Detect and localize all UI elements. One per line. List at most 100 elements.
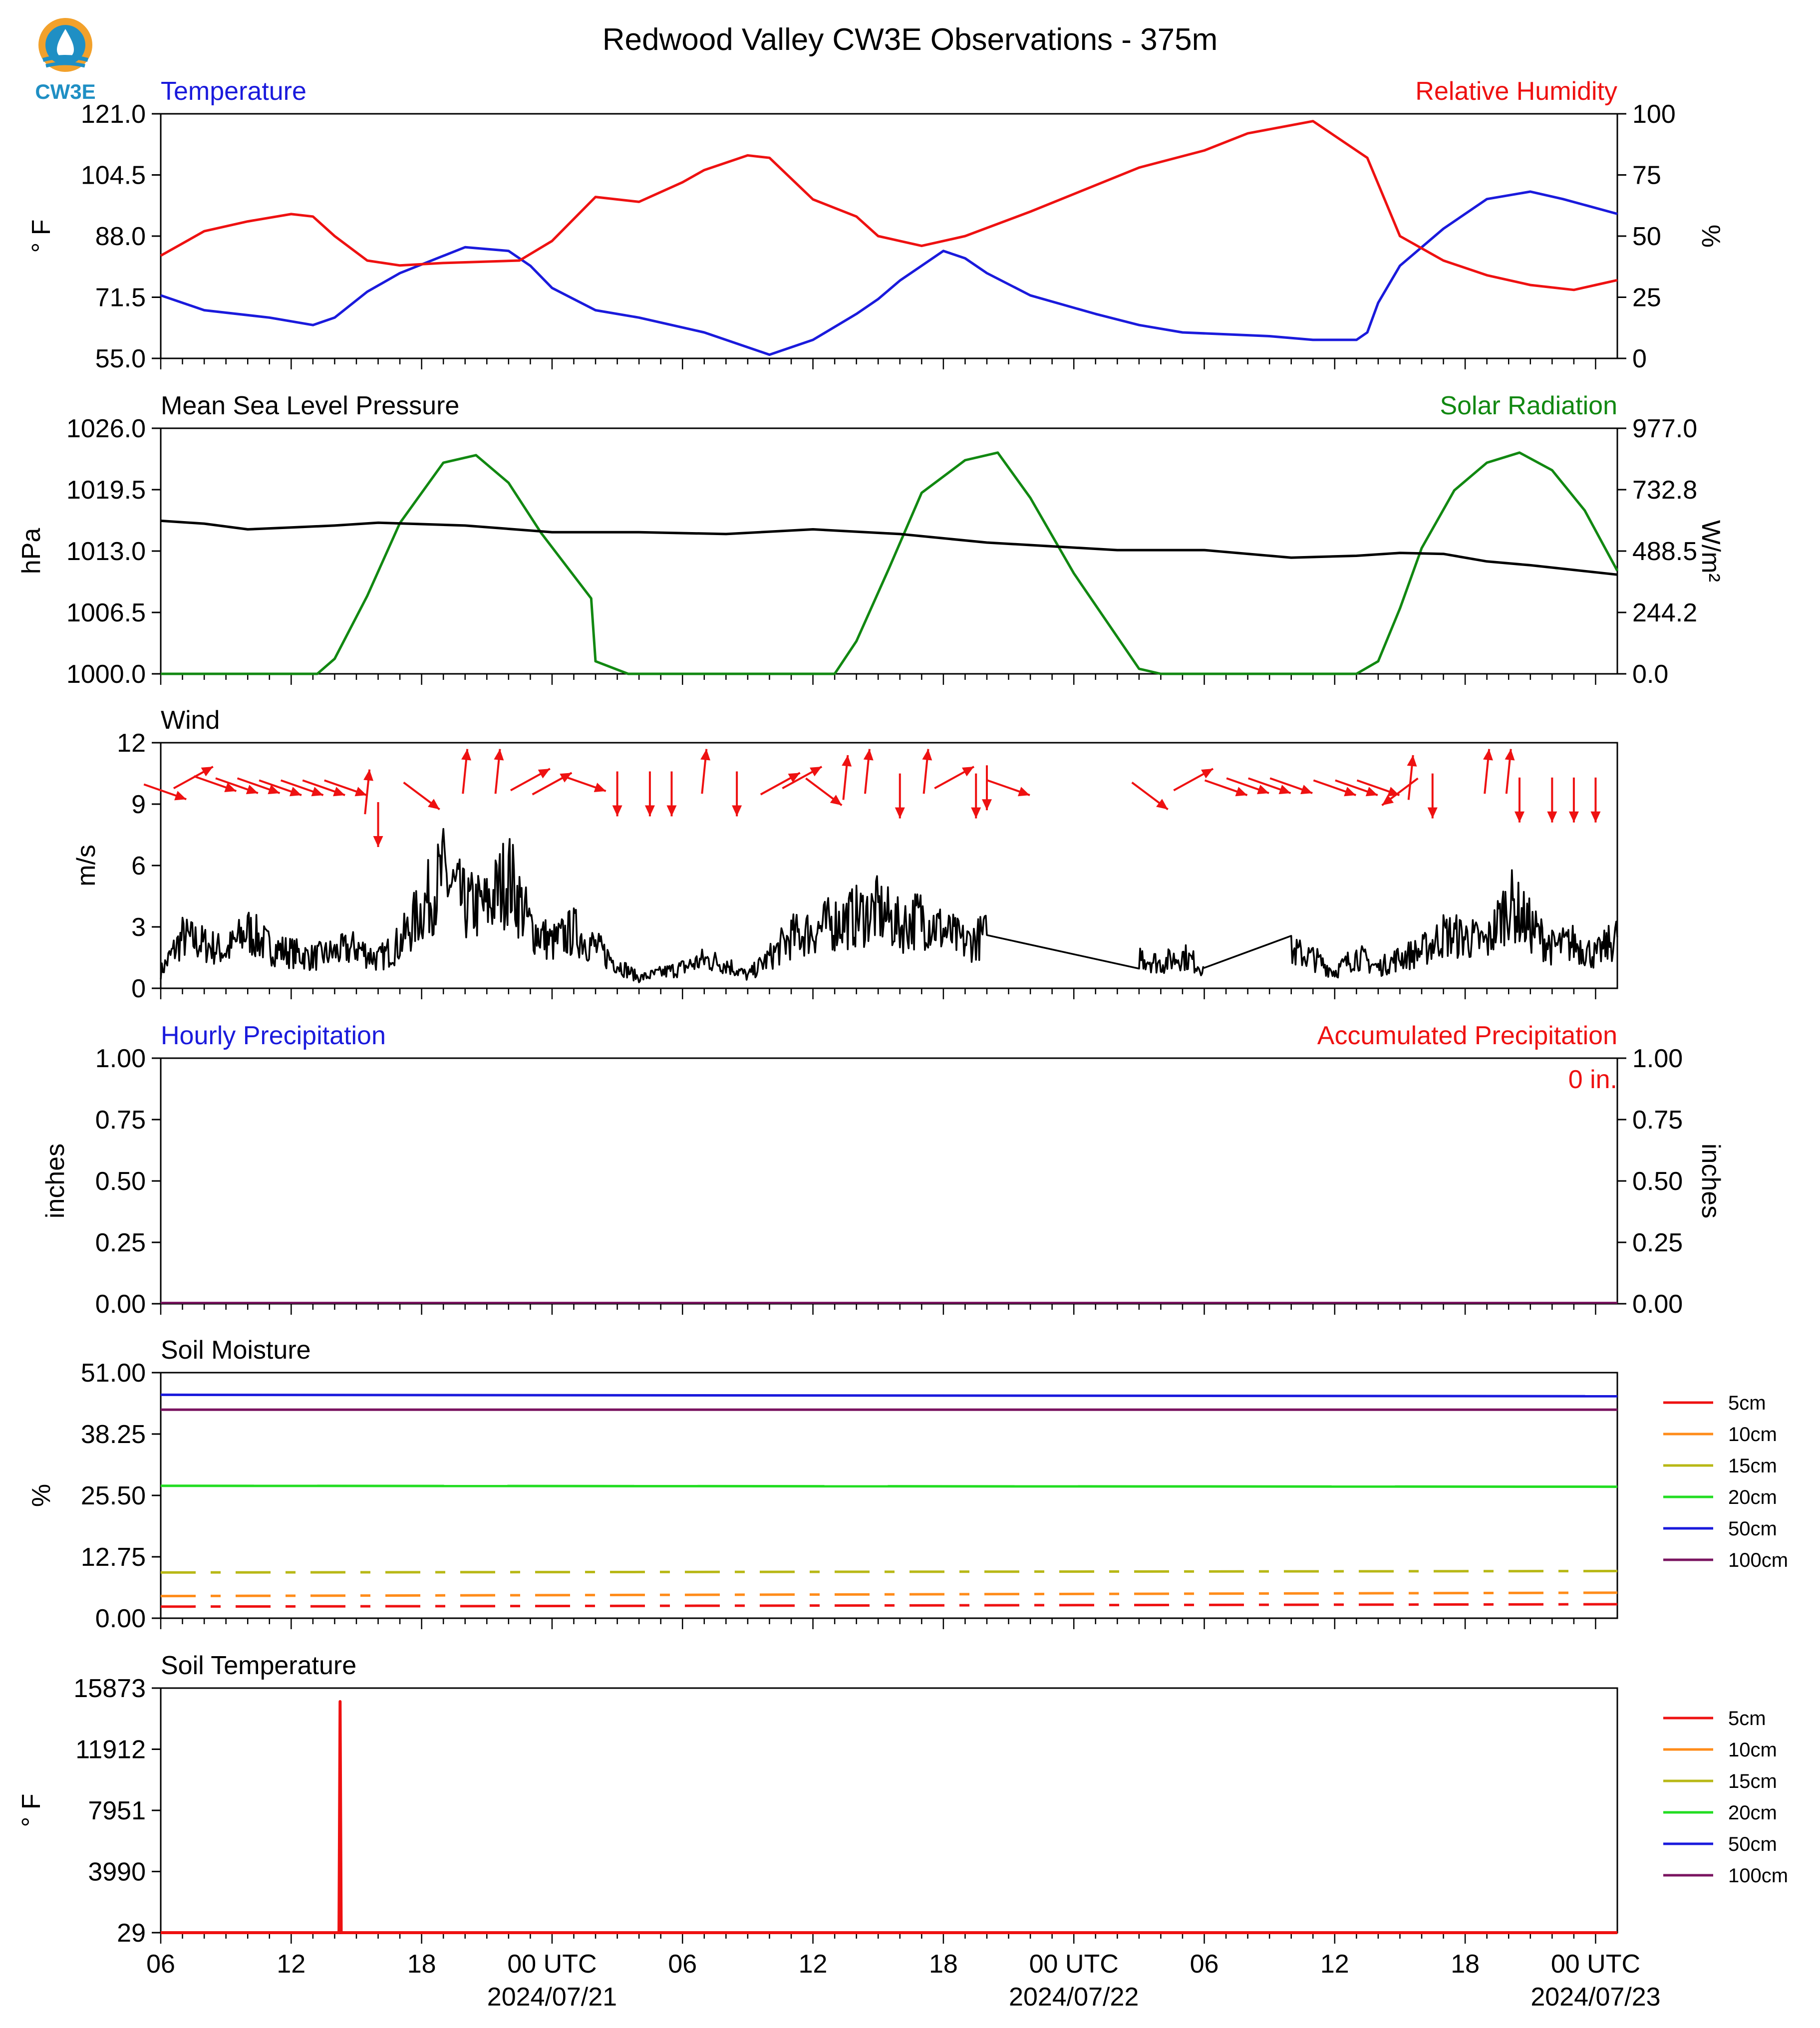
y-tick-label-left: 9	[131, 790, 146, 819]
legend-label: 100cm	[1728, 1865, 1788, 1887]
y-tick-label-left: 1019.5	[66, 476, 146, 505]
x-date-label: 2024/07/23	[1530, 1983, 1660, 2012]
y-tick-label-left: 0.00	[95, 1290, 146, 1319]
x-tick-label: 12	[799, 1950, 828, 1979]
y-tick-label-left: 25.50	[81, 1481, 146, 1510]
y-tick-label-left: 55.0	[95, 344, 146, 373]
y-tick-label-left: 1013.0	[66, 537, 146, 566]
panel-title-left: Mean Sea Level Pressure	[161, 391, 459, 420]
y-axis-label-left: %	[27, 1484, 56, 1507]
x-tick-label: 00 UTC	[1551, 1950, 1640, 1979]
y-axis-label-right: inches	[1696, 1144, 1725, 1218]
wind-speed-line	[160, 828, 1618, 983]
y-tick-label-left: 15873	[73, 1674, 146, 1703]
x-tick-label: 06	[1190, 1950, 1219, 1979]
cw3e-logo: CW3E	[28, 14, 103, 104]
temperature-line	[160, 190, 1618, 356]
x-tick-label: 06	[146, 1950, 175, 1979]
panel-title-left: Soil Temperature	[161, 1651, 356, 1680]
solar-radiation-line	[161, 451, 1619, 675]
panel-frame	[160, 1057, 1618, 1305]
y-axis-label-right: W/m²	[1696, 520, 1725, 582]
x-tick-label: 18	[1451, 1950, 1480, 1979]
chart-panels: Temperature Relative Humidity 55.0 71.5 88.0…	[17, 77, 1788, 2012]
y-tick-label-left: 88.0	[95, 222, 146, 251]
panel-title-left: Hourly Precipitation	[161, 1021, 386, 1050]
y-tick-label-right: 488.5	[1632, 537, 1697, 566]
y-tick-label-left: 0.50	[95, 1167, 146, 1196]
soil-moisture-line-10cm	[160, 1591, 1618, 1598]
legend-soil_moisture: 5cm 10cm 15cm 20cm 50cm 100cm	[1663, 1392, 1788, 1571]
legend-soil_temp: 5cm 10cm 15cm 20cm 50cm 100cm	[1663, 1708, 1788, 1887]
accumulated-precip-annotation: 0 in.	[1568, 1065, 1617, 1094]
soil-moisture-line-20cm	[160, 1484, 1618, 1488]
soil-moisture-line-50cm	[160, 1393, 1618, 1398]
panel-frame	[160, 1687, 1618, 1934]
panel-title-right: Accumulated Precipitation	[1317, 1021, 1617, 1050]
y-tick-label-left: 12	[117, 729, 146, 758]
x-tick-label: 18	[407, 1950, 436, 1979]
y-tick-label-left: 0.00	[95, 1604, 146, 1633]
logo-drop-icon	[57, 29, 74, 58]
logo-text: CW3E	[35, 80, 95, 103]
y-tick-label-right: 977.0	[1632, 414, 1697, 443]
y-axis-label-left: inches	[41, 1144, 70, 1218]
y-tick-label-right: 0.0	[1632, 660, 1668, 689]
panel-frame	[160, 427, 1618, 675]
y-tick-label-left: 12.75	[81, 1543, 146, 1572]
y-tick-label-left: 1026.0	[66, 414, 146, 443]
y-tick-label-left: 3	[131, 913, 146, 942]
y-tick-label-left: 1.00	[95, 1044, 146, 1073]
x-axis-labels: 06 12 18 00 UTC 06 12 18 00 UTC 06 12 18 00 UTC 2024…	[146, 1950, 1661, 2012]
legend-label: 5cm	[1728, 1708, 1766, 1730]
y-tick-label-left: 1000.0	[66, 660, 146, 689]
panel-temp: Temperature Relative Humidity 55.0 71.5 88.0…	[27, 77, 1725, 373]
panel-precip: Hourly Precipitation Accumulated Precipit…	[41, 1021, 1725, 1319]
y-tick-label-left: 3990	[88, 1858, 146, 1887]
y-tick-label-right: 100	[1632, 100, 1676, 129]
y-tick-label-left: 104.5	[81, 161, 146, 190]
legend-label: 15cm	[1728, 1770, 1777, 1792]
soil-moisture-line-15cm	[160, 1570, 1618, 1574]
legend-label: 20cm	[1728, 1486, 1777, 1508]
y-tick-label-right: 75	[1632, 161, 1661, 190]
x-tick-label: 18	[929, 1950, 958, 1979]
y-tick-label-left: 0.75	[95, 1106, 146, 1135]
y-tick-label-right: 0.50	[1632, 1167, 1683, 1196]
y-tick-label-left: 0	[131, 974, 146, 1003]
y-tick-label-left: 38.25	[81, 1420, 146, 1449]
legend-label: 10cm	[1728, 1739, 1777, 1761]
y-tick-label-left: 1006.5	[66, 598, 146, 627]
legend-label: 15cm	[1728, 1455, 1777, 1477]
x-tick-label: 00 UTC	[1029, 1950, 1119, 1979]
y-tick-label-left: 0.25	[95, 1228, 146, 1257]
panel-title-left: Wind	[161, 706, 220, 735]
y-tick-label-left: 29	[117, 1919, 146, 1948]
x-tick-label: 12	[277, 1950, 305, 1979]
panel-wind: Wind 0 3 6 9 12 m/s	[72, 706, 1618, 1003]
y-axis-label-left: m/s	[72, 845, 101, 886]
x-tick-label: 06	[668, 1950, 697, 1979]
legend-label: 20cm	[1728, 1802, 1777, 1824]
y-tick-label-left: 11912	[75, 1736, 146, 1764]
y-axis-label-left: ° F	[27, 219, 56, 253]
panel-soil_temp: Soil Temperature 29 3990 7951 11912 15873 ° F	[17, 1651, 1618, 1948]
y-tick-label-right: 25	[1632, 284, 1661, 312]
y-axis-label-left: ° F	[17, 1793, 46, 1827]
panel-soil_moisture: Soil Moisture 0.00 12.75 25.50 38.25 51.00%	[27, 1336, 1618, 1633]
y-tick-label-right: 50	[1632, 222, 1661, 251]
x-date-label: 2024/07/22	[1009, 1983, 1139, 2012]
soil-temperature-line-5cm	[161, 1700, 1617, 1934]
y-tick-label-left: 121.0	[81, 100, 146, 129]
y-tick-label-right: 0.25	[1632, 1228, 1683, 1257]
chart-title: Redwood Valley CW3E Observations - 375m	[603, 22, 1218, 57]
panel-title-left: Soil Moisture	[161, 1336, 311, 1365]
x-tick-label: 12	[1320, 1950, 1349, 1979]
legend-label: 50cm	[1728, 1833, 1777, 1855]
soil-moisture-line-5cm	[160, 1603, 1618, 1608]
y-tick-label-right: 244.2	[1632, 598, 1697, 627]
y-tick-label-right: 0.00	[1632, 1290, 1683, 1319]
panel-pressure: Mean Sea Level Pressure Solar Radiation 10…	[17, 391, 1725, 689]
x-tick-label: 00 UTC	[507, 1950, 597, 1979]
